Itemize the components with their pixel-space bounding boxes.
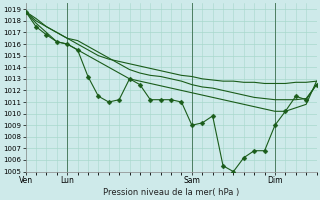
X-axis label: Pression niveau de la mer( hPa ): Pression niveau de la mer( hPa ) [103, 188, 239, 197]
